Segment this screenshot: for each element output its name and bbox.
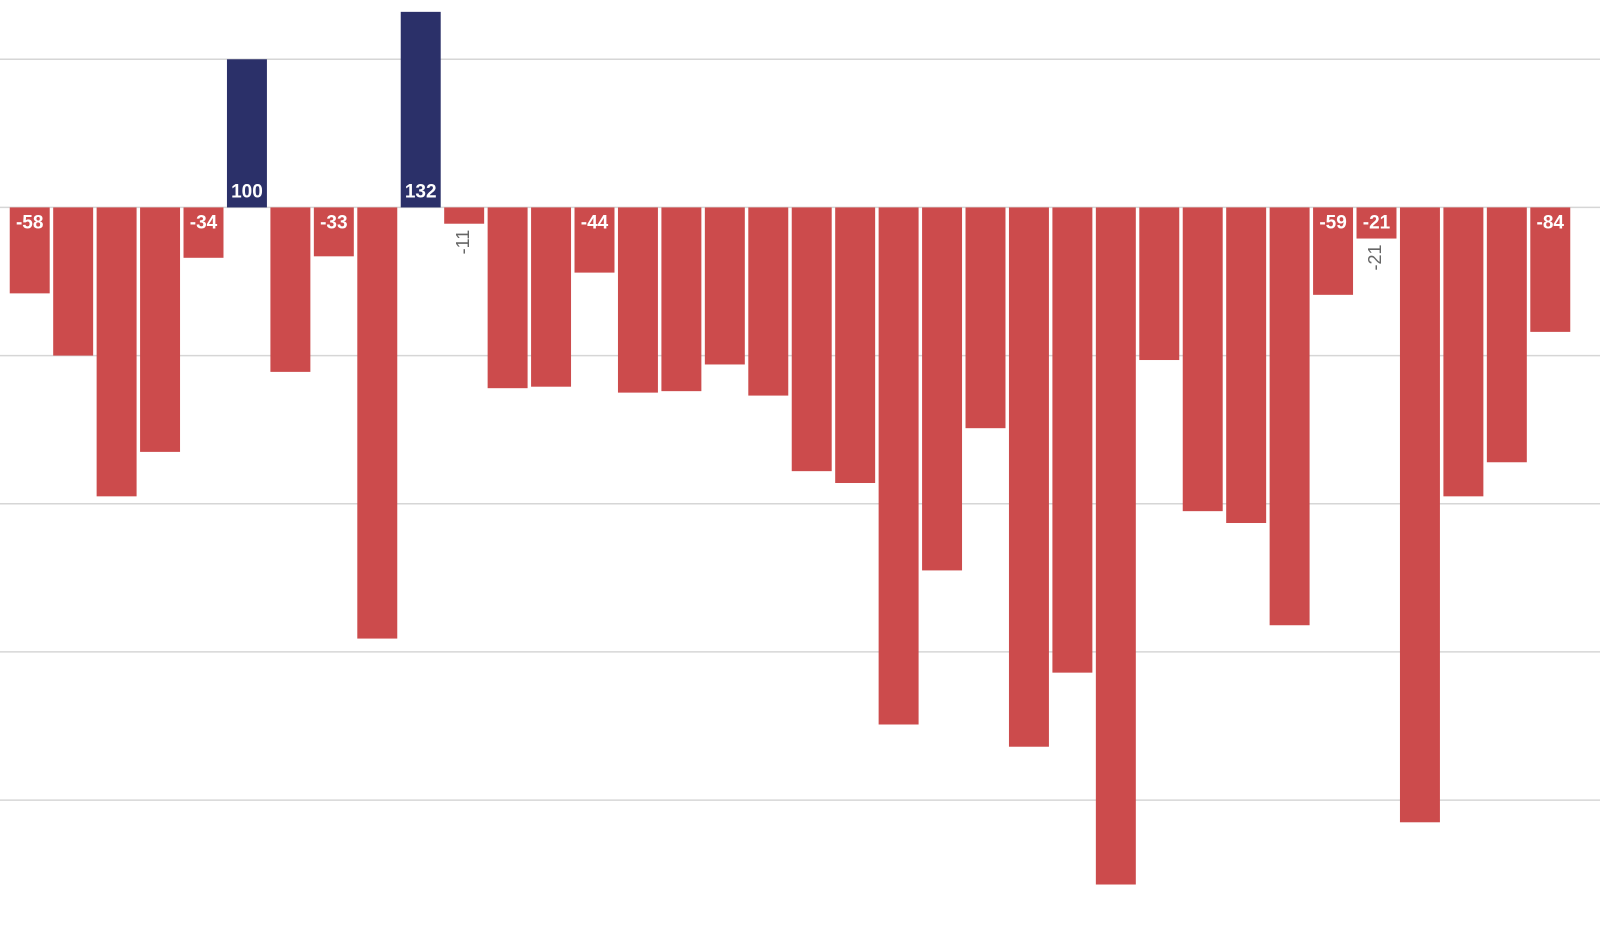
bar: [1052, 207, 1093, 673]
bar: [1095, 207, 1136, 885]
value-label: -34: [190, 212, 218, 233]
bar: [878, 207, 919, 725]
bar: [748, 207, 789, 396]
bar: [357, 207, 398, 639]
bar: [1226, 207, 1267, 524]
bar: [531, 207, 572, 387]
bar: [1443, 207, 1484, 497]
bar: [1139, 207, 1180, 361]
value-label: -44: [581, 212, 609, 233]
bar: [1182, 207, 1223, 512]
bar: [226, 59, 267, 208]
bar: [1399, 207, 1440, 823]
bar: [1530, 207, 1571, 332]
bar: [1313, 207, 1354, 295]
bar: [53, 207, 94, 356]
bar: [1486, 207, 1527, 463]
bar: [487, 207, 528, 389]
value-label: -33: [320, 212, 347, 233]
bar: [96, 207, 137, 497]
bar: [574, 207, 615, 273]
bar: [1356, 207, 1397, 239]
bar: [183, 207, 224, 258]
bar: [661, 207, 702, 392]
bar: [1008, 207, 1049, 747]
value-label: -84: [1537, 212, 1565, 233]
bar: [835, 207, 876, 484]
bar: [270, 207, 311, 372]
value-label: -59: [1319, 212, 1346, 233]
value-label: -11: [453, 230, 473, 255]
bar: [965, 207, 1006, 429]
bar: [313, 207, 354, 257]
bar: [704, 207, 745, 365]
bar: [400, 11, 441, 208]
bar: [791, 207, 832, 472]
value-label: -21: [1365, 245, 1385, 271]
bar: [922, 207, 963, 571]
bar: [1269, 207, 1310, 626]
bar: [617, 207, 658, 393]
value-label: 132: [405, 181, 437, 202]
bar: [9, 207, 50, 294]
value-label: -58: [16, 212, 43, 233]
bar: [140, 207, 181, 452]
value-label: 100: [231, 181, 263, 202]
bar: [444, 207, 485, 224]
value-label: -21: [1363, 212, 1391, 233]
